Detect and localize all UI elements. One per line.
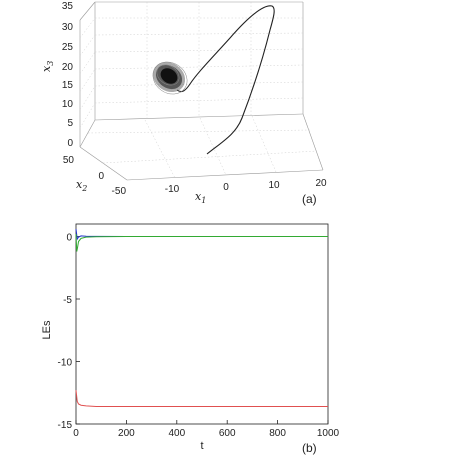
x3-tick: 5 [67,118,73,129]
x-tick-label: 0 [73,428,79,439]
les-series-line-2 [75,233,328,252]
les-series-line-1 [75,228,328,241]
x1-ticks: -10 0 10 20 [165,178,327,195]
x1-tick: -10 [165,184,180,195]
x3-tick: 30 [62,22,74,33]
x3-axis-label: x3 [40,61,55,72]
y-tick-label: 0 [66,233,72,244]
x-axis-label: t [200,440,203,452]
x-tick-label: 200 [118,428,135,439]
x-tick-label: 400 [168,428,185,439]
panel-a: 35 30 25 20 15 10 5 0 x3 50 0 -50 x2 -10… [40,1,327,206]
panel-a-label: (a) [302,192,317,206]
panel-b-frame [75,223,329,425]
x3-tick: 35 [62,1,74,12]
x-tick-label: 1000 [317,428,340,439]
panel-b-label: (b) [302,441,317,455]
x2-tick: 0 [98,171,104,182]
panel-a-grid [79,2,318,179]
x3-tick: 20 [62,62,74,73]
y-tick-label: -10 [58,358,73,369]
x2-tick: -50 [112,186,127,197]
x1-tick: 0 [223,182,229,193]
x2-axis-label: x2 [76,178,87,193]
x1-axis-label: x1 [195,190,206,205]
panel-b-series [75,228,328,407]
y-tick-label: -5 [63,295,72,306]
x3-tick: 15 [62,80,74,91]
x3-ticks: 35 30 25 20 15 10 5 0 [62,1,74,149]
attractor-blob [152,61,188,95]
y-axis-label: LEs [41,320,53,339]
y-tick-label: -15 [58,420,73,431]
x-tick-label: 600 [219,428,236,439]
x3-tick: 10 [62,99,74,110]
x2-tick: 50 [63,155,75,166]
x-tick-label: 800 [269,428,286,439]
panel-b: 0 200 400 600 800 1000 0 -5 -10 -15 LEs t (b) [41,223,340,455]
x3-tick: 25 [62,42,74,53]
trajectory-line [176,5,275,155]
panel-a-box [79,1,324,181]
panel-b-ticks: 0 200 400 600 800 1000 0 -5 -10 -15 [58,233,340,440]
x1-tick: 20 [315,178,327,189]
x1-tick: 10 [268,180,280,191]
x3-tick: 0 [67,138,73,149]
x2-ticks: 50 0 -50 [63,155,127,197]
les-series-line-3 [75,390,328,407]
